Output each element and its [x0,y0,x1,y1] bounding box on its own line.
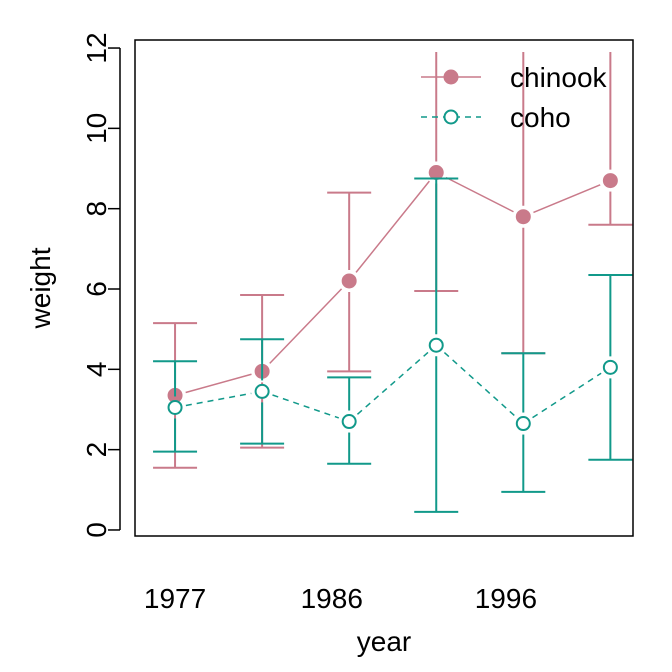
y-tick-label: 0 [81,522,112,538]
series-coho [153,177,633,513]
coho-point [341,414,357,430]
coho-point [167,399,183,415]
x-axis: 1977 1986 1996 [144,583,537,614]
legend-marker-coho [443,109,459,125]
legend: chinook coho [421,62,608,133]
y-tick-label: 12 [81,32,112,63]
chinook-point [602,173,618,189]
y-tick-label: 6 [81,281,112,297]
coho-point [254,383,270,399]
chinook-connector [355,180,430,273]
coho-point [602,359,618,375]
chinook-connector [185,373,252,394]
coho-connector [532,372,602,419]
x-tick-label: 1996 [475,583,537,614]
chinook-point [515,209,531,225]
coho-connector [443,352,516,417]
coho-point [515,416,531,432]
coho-point [428,337,444,353]
chinook-connector [445,176,514,213]
coho-connector [272,394,340,419]
coho-connector [356,351,429,415]
plot-layer [153,52,633,513]
y-tick-label: 8 [81,201,112,217]
x-tick-label: 1986 [301,583,363,614]
x-tick-label: 1977 [144,583,206,614]
y-tick-label: 4 [81,362,112,378]
chinook-connector [269,288,343,364]
legend-label-coho: coho [510,102,571,133]
y-tick-label: 10 [81,113,112,144]
coho-connector [185,392,252,407]
y-tick-label: 2 [81,442,112,458]
chinook-connector [533,184,601,214]
chinook-point [428,165,444,181]
x-axis-label: year [357,626,411,657]
plot-frame [134,39,634,537]
chinook-point [341,273,357,289]
y-axis-label: weight [25,247,56,329]
y-axis: 0 2 4 6 8 10 12 [81,32,121,538]
legend-marker-chinook [443,69,459,85]
legend-label-chinook: chinook [510,62,608,93]
